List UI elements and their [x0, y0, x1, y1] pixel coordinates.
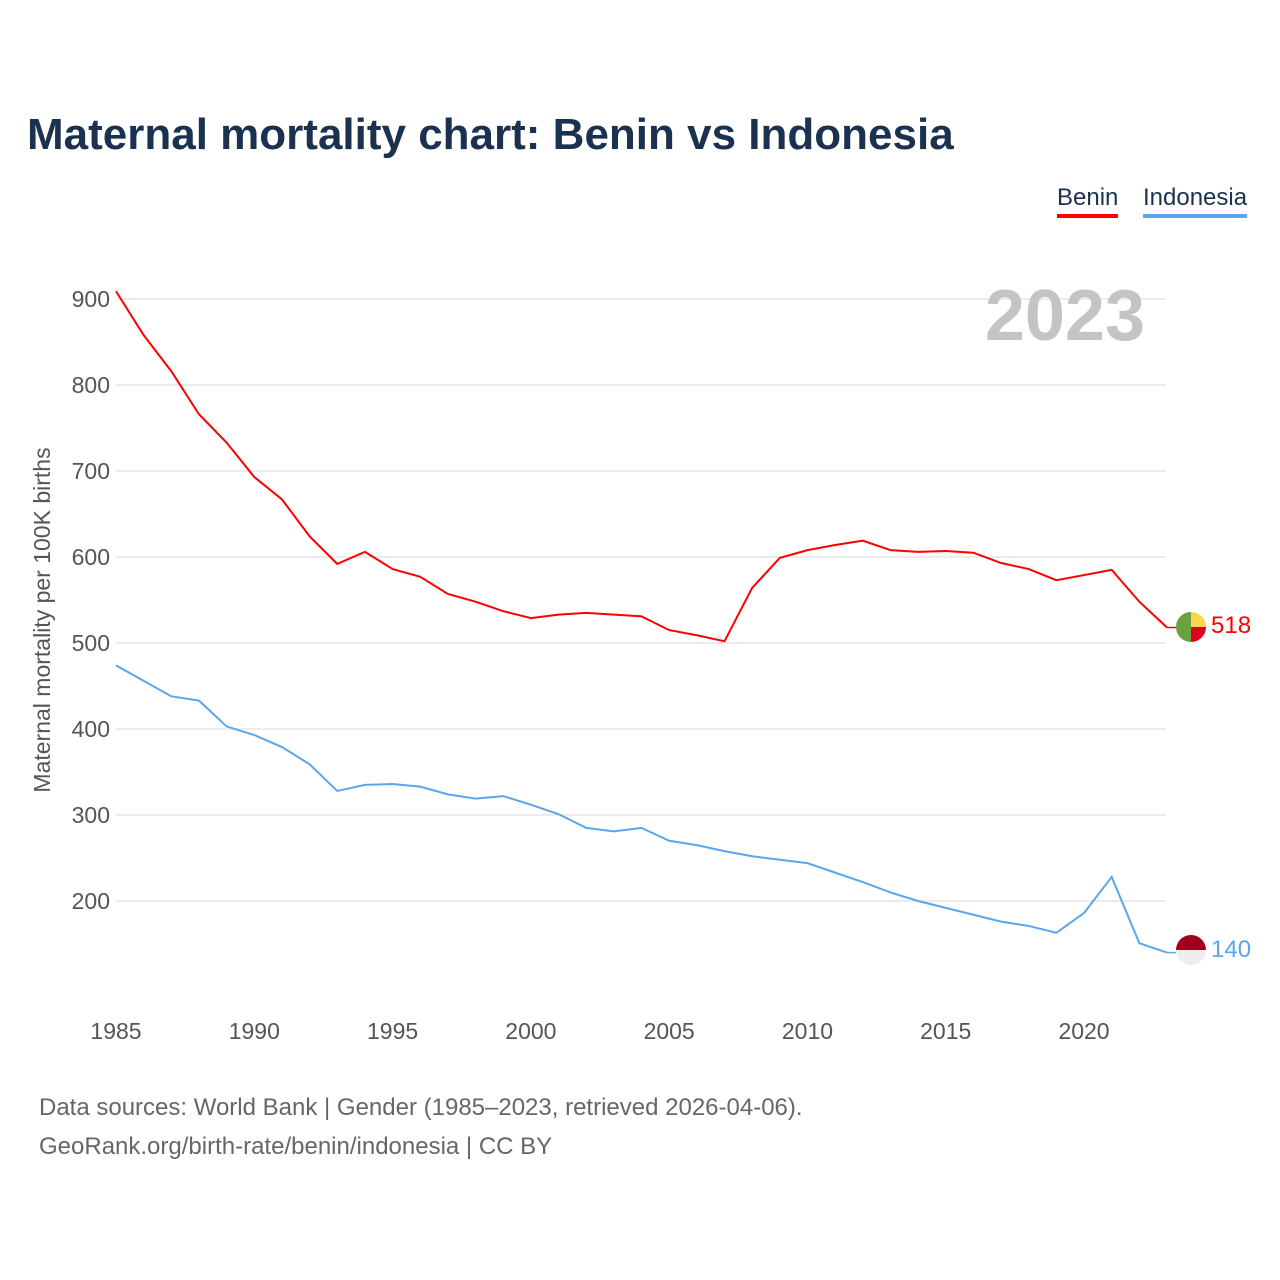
- source-link[interactable]: GeoRank.org/birth-rate/benin/indonesia |…: [39, 1133, 553, 1160]
- y-tick-label: 200: [72, 888, 110, 914]
- benin-end-label: 518: [1211, 612, 1251, 639]
- indonesia-flag-icon: [1176, 935, 1206, 965]
- footer: Data sources: World Bank | Gender (1985–…: [39, 1088, 803, 1166]
- x-tick-label: 1985: [90, 1018, 141, 1044]
- y-tick-label: 300: [72, 802, 110, 828]
- legend-indonesia[interactable]: Indonesia: [1143, 184, 1248, 218]
- x-tick-label: 2015: [920, 1018, 971, 1044]
- indonesia-end-label: 140: [1211, 936, 1251, 963]
- x-tick-label: 2010: [782, 1018, 833, 1044]
- series-line-indonesia: [115, 664, 1168, 954]
- y-tick-label: 500: [72, 630, 110, 656]
- series-line-benin: [115, 290, 1168, 643]
- benin-flag-icon: [1176, 612, 1206, 642]
- legend-benin[interactable]: Benin: [1057, 184, 1119, 218]
- x-tick-label: 2020: [1058, 1018, 1109, 1044]
- y-axis-label: Maternal mortality per 100K births: [29, 447, 55, 792]
- y-tick-label: 800: [72, 372, 110, 398]
- y-tick-label: 900: [72, 286, 110, 312]
- y-tick-label: 600: [72, 544, 110, 570]
- y-tick-label: 400: [72, 716, 110, 742]
- y-tick-label: 700: [72, 458, 110, 484]
- x-tick-label: 1995: [367, 1018, 418, 1044]
- year-watermark: 2023: [985, 276, 1145, 356]
- data-source: Data sources: World Bank | Gender (1985–…: [39, 1094, 803, 1121]
- x-tick-label: 2000: [505, 1018, 556, 1044]
- x-tick-label: 2005: [644, 1018, 695, 1044]
- chart-title: Maternal mortality chart: Benin vs Indon…: [27, 110, 954, 159]
- x-tick-label: 1990: [229, 1018, 280, 1044]
